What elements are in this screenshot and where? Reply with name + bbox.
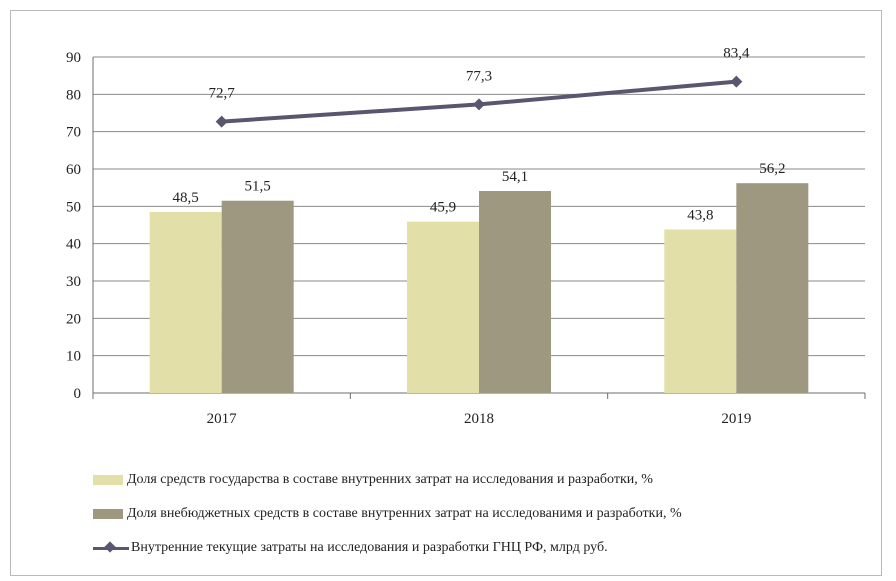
legend-swatch-current-costs xyxy=(93,541,129,553)
y-tick-label: 80 xyxy=(66,87,81,103)
y-tick-label: 50 xyxy=(66,199,81,215)
y-tick-label: 30 xyxy=(66,274,81,290)
bar-data-label: 56,2 xyxy=(759,161,785,177)
y-tick-label: 60 xyxy=(66,162,81,178)
line-data-label: 83,4 xyxy=(723,46,750,62)
bar-data-label: 51,5 xyxy=(245,179,271,195)
x-tick-label: 2019 xyxy=(721,411,751,427)
bar-data-label: 45,9 xyxy=(430,200,456,216)
legend-swatch-offbudget-share xyxy=(93,509,123,519)
chart-legend: Доля средств государства в составе внутр… xyxy=(93,463,883,565)
line-point-marker xyxy=(215,115,228,128)
bar-data-label: 43,8 xyxy=(687,207,713,223)
legend-item-offbudget-share: Доля внебюджетных средств в составе внут… xyxy=(93,497,883,531)
y-tick-label: 90 xyxy=(66,50,81,66)
y-tick-label: 70 xyxy=(66,125,81,141)
bar xyxy=(479,191,551,393)
chart-frame: 0 10 20 30 40 50 60 70 80 90 2017 2018 2019 48,5 45,9 4… xyxy=(10,10,882,576)
bar xyxy=(149,211,222,393)
chart-plot: 0 10 20 30 40 50 60 70 80 90 2017 2018 2019 48,5 45,9 4… xyxy=(66,46,866,427)
y-tick-label: 40 xyxy=(66,237,81,253)
x-tick-label: 2018 xyxy=(464,411,494,427)
line-data-label: 77,3 xyxy=(466,68,492,84)
y-tick-label: 0 xyxy=(74,386,82,402)
bar-data-label: 54,1 xyxy=(502,169,528,185)
legend-label-current-costs: Внутренние текущие затраты на исследован… xyxy=(131,540,608,555)
line-data-label: 72,7 xyxy=(209,86,236,102)
legend-item-current-costs: Внутренние текущие затраты на исследован… xyxy=(93,531,883,565)
bar xyxy=(736,183,809,393)
bar-data-label: 48,5 xyxy=(173,190,199,206)
x-tick-label: 2017 xyxy=(207,411,238,427)
bar xyxy=(407,221,479,393)
bar xyxy=(221,200,294,393)
line-point-marker xyxy=(730,75,743,88)
line-point-marker xyxy=(473,98,485,111)
bar xyxy=(664,229,737,393)
legend-label-state-share: Доля средств государства в составе внутр… xyxy=(127,472,653,487)
y-tick-label: 20 xyxy=(66,311,81,327)
legend-swatch-state-share xyxy=(93,475,123,485)
legend-item-state-share: Доля средств государства в составе внутр… xyxy=(93,463,883,497)
legend-label-offbudget-share: Доля внебюджетных средств в составе внут… xyxy=(127,506,682,521)
y-tick-label: 10 xyxy=(66,349,81,365)
